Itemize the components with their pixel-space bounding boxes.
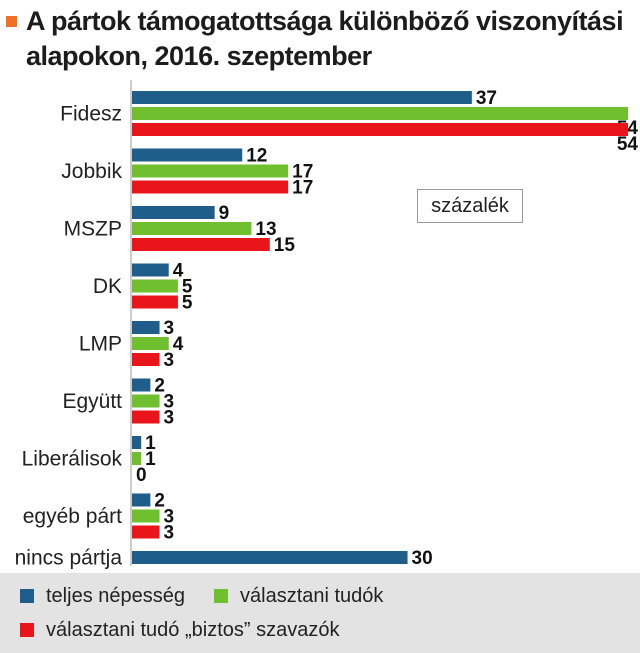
value-label-egyutt-series-1: 2 bbox=[154, 376, 165, 397]
bar-jobbik-series-3 bbox=[132, 180, 289, 194]
value-label-dk-series-3: 5 bbox=[182, 293, 193, 314]
bar-jobbik-series-1 bbox=[132, 148, 243, 162]
bar-egyutt-series-3 bbox=[132, 410, 160, 424]
value-label-egyeb-part-series-2: 3 bbox=[164, 507, 175, 528]
category-label-nincs-partja: nincs pártja bbox=[15, 547, 123, 570]
value-label-egyeb-part-series-3: 3 bbox=[164, 523, 175, 544]
legend-item-valasztani: választani tudók bbox=[214, 583, 383, 609]
bar-egyeb-part-series-3 bbox=[132, 525, 160, 539]
value-label-lmp-series-1: 3 bbox=[164, 318, 175, 339]
category-label-lmp: LMP bbox=[79, 333, 122, 356]
bar-chart: Fidesz375454Jobbik121717MSZP91315DK455LM… bbox=[15, 80, 639, 570]
value-label-fidesz-series-3: 54 bbox=[617, 134, 639, 155]
bar-lmp-series-1 bbox=[132, 321, 160, 334]
value-label-lmp-series-3: 3 bbox=[164, 350, 175, 371]
chart-title: A pártok támogatottsága különböző viszon… bbox=[26, 6, 624, 71]
title-marker-icon bbox=[6, 16, 17, 27]
bar-egyutt-series-1 bbox=[132, 378, 151, 392]
category-label-fidesz: Fidesz bbox=[60, 103, 122, 126]
legend-item-biztos: választani tudó „biztos” szavazók bbox=[20, 617, 339, 643]
legend-label-teljes: teljes népesség bbox=[46, 585, 185, 607]
value-label-nincs-partja-series-1: 30 bbox=[412, 548, 433, 569]
value-label-mszp-series-3: 15 bbox=[274, 235, 296, 256]
bar-mszp-series-2 bbox=[132, 222, 252, 235]
category-label-egyeb-part: egyéb párt bbox=[23, 505, 122, 528]
bar-dk-series-1 bbox=[132, 263, 169, 277]
value-label-mszp-series-2: 13 bbox=[255, 219, 276, 240]
value-label-liberalisok-series-3: 0 bbox=[136, 465, 147, 486]
value-label-fidesz-series-1: 37 bbox=[476, 88, 497, 109]
bar-nincs-partja-series-1 bbox=[132, 551, 408, 564]
value-label-egyeb-part-series-1: 2 bbox=[154, 491, 165, 512]
bar-fidesz-series-1 bbox=[132, 91, 472, 104]
bar-mszp-series-3 bbox=[132, 238, 270, 251]
legend-label-biztos: választani tudó „biztos” szavazók bbox=[46, 619, 340, 641]
bar-jobbik-series-2 bbox=[132, 164, 289, 178]
bar-fidesz-series-3 bbox=[132, 123, 628, 136]
value-label-jobbik-series-2: 17 bbox=[292, 162, 313, 183]
value-label-liberalisok-series-2: 1 bbox=[145, 449, 156, 470]
bar-liberalisok-series-1 bbox=[132, 436, 142, 449]
value-label-dk-series-2: 5 bbox=[182, 277, 193, 298]
legend-swatch-teljes bbox=[20, 589, 34, 603]
value-label-mszp-series-1: 9 bbox=[219, 203, 230, 224]
category-label-mszp: MSZP bbox=[64, 218, 122, 241]
category-label-egyutt: Együtt bbox=[62, 390, 122, 413]
legend-item-teljes: teljes népesség bbox=[20, 583, 185, 609]
bar-lmp-series-3 bbox=[132, 353, 160, 366]
bar-egyutt-series-2 bbox=[132, 394, 160, 408]
category-label-dk: DK bbox=[93, 275, 122, 298]
value-label-jobbik-series-1: 12 bbox=[246, 146, 267, 167]
value-label-jobbik-series-3: 17 bbox=[292, 178, 313, 199]
legend: teljes népesség választani tudók választ… bbox=[0, 573, 640, 653]
bar-liberalisok-series-2 bbox=[132, 452, 142, 465]
legend-label-valasztani: választani tudók bbox=[240, 585, 384, 607]
bar-dk-series-2 bbox=[132, 279, 178, 293]
value-label-egyutt-series-3: 3 bbox=[164, 408, 175, 429]
bar-mszp-series-1 bbox=[132, 206, 215, 219]
bar-dk-series-3 bbox=[132, 295, 178, 309]
category-label-liberalisok: Liberálisok bbox=[22, 448, 123, 471]
bar-egyeb-part-series-2 bbox=[132, 509, 160, 523]
legend-swatch-valasztani bbox=[214, 589, 228, 603]
value-label-egyutt-series-2: 3 bbox=[164, 392, 175, 413]
value-label-dk-series-1: 4 bbox=[173, 261, 184, 282]
legend-swatch-biztos bbox=[20, 623, 34, 637]
bar-egyeb-part-series-1 bbox=[132, 493, 151, 507]
unit-label: százalék bbox=[417, 189, 523, 223]
value-label-liberalisok-series-1: 1 bbox=[145, 433, 156, 454]
category-label-jobbik: Jobbik bbox=[61, 160, 122, 183]
bar-fidesz-series-2 bbox=[132, 107, 628, 120]
bar-lmp-series-2 bbox=[132, 337, 169, 350]
value-label-lmp-series-2: 4 bbox=[173, 334, 184, 355]
bars-group: Fidesz375454Jobbik121717MSZP91315DK455LM… bbox=[15, 88, 639, 570]
